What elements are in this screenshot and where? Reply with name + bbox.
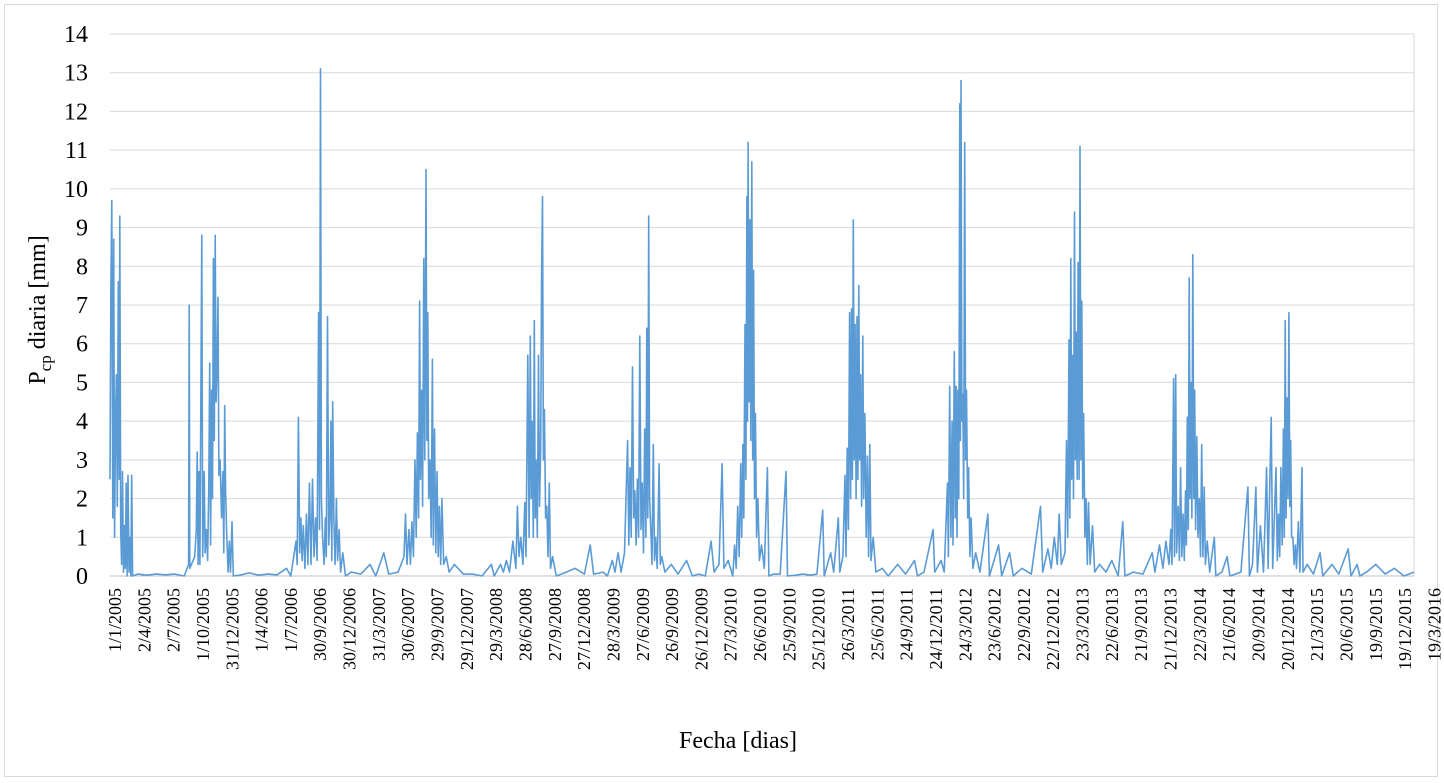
x-tick-label: 30/9/2006 [310,588,330,661]
y-tick-label: 0 [76,564,88,590]
x-tick-label: 22/6/2013 [1102,588,1122,661]
y-axis-title-main: P [25,371,51,384]
x-tick-label: 27/9/2008 [545,588,565,661]
x-tick-label: 21/9/2013 [1131,588,1151,661]
chart-frame [4,4,1438,777]
x-tick-label: 23/6/2012 [985,588,1005,661]
x-tick-label: 26/6/2010 [750,588,770,661]
x-tick-label: 21/12/2013 [1161,588,1181,670]
x-tick-label: 30/6/2007 [398,588,418,661]
x-tick-label: 31/3/2007 [369,588,389,661]
x-tick-label: 19/3/2016 [1424,588,1444,661]
y-tick-label: 9 [76,216,88,242]
x-tick-label: 27/6/2009 [633,588,653,661]
x-tick-label: 19/9/2015 [1366,588,1386,661]
y-tick-label: 5 [76,370,88,396]
x-tick-label: 28/6/2008 [515,588,535,661]
series-line-0 [109,68,1415,577]
series-layer [109,68,1415,577]
x-tick-label: 22/3/2014 [1190,588,1210,661]
x-tick-label: 20/9/2014 [1248,588,1268,661]
y-tick-label: 7 [76,293,88,319]
y-tick-label: 6 [76,332,88,358]
x-tick-label: 26/9/2009 [662,588,682,661]
x-tick-label: 21/6/2014 [1219,588,1239,661]
x-tick-label: 24/9/2011 [897,588,917,660]
x-tick-label: 26/3/2011 [838,588,858,660]
x-tick-label: 20/12/2014 [1278,588,1298,670]
x-tick-label: 20/6/2015 [1336,588,1356,661]
x-tick-label: 26/12/2009 [691,588,711,670]
x-tick-label: 31/12/2005 [222,588,242,670]
y-tick-label: 12 [64,99,88,125]
y-tick-label: 10 [64,177,88,203]
x-tick-label: 25/6/2011 [867,588,887,660]
y-tick-label: 2 [76,487,88,513]
x-axis-title: Fecha [dias] [679,728,797,754]
x-tick-label: 24/12/2011 [926,588,946,669]
y-tick-label: 13 [64,61,88,87]
x-tick-label: 23/3/2013 [1073,588,1093,661]
x-tick-label: 19/12/2015 [1395,588,1415,670]
x-tick-label: 25/12/2010 [809,588,829,670]
x-tick-label: 24/3/2012 [955,588,975,661]
y-tick-label: 4 [76,409,88,435]
y-axis-title-sub: cp [36,355,55,371]
x-tick-labels: 1/1/2005 2/4/2005 2/7/2005 1/10/2005 31/12/2… [105,588,1444,670]
grid-lines [110,33,1415,577]
x-tick-label: 29/3/2008 [486,588,506,661]
x-tick-label: 1/7/2006 [281,588,301,652]
y-axis-title: Pcp diaria [mm] [25,235,55,384]
x-tick-label: 27/3/2010 [721,588,741,661]
x-tick-label: 22/12/2012 [1043,588,1063,670]
x-tick-label: 29/9/2007 [428,588,448,661]
x-tick-label: 2/7/2005 [164,588,184,652]
y-tick-label: 8 [76,254,88,280]
x-tick-label: 1/10/2005 [193,588,213,661]
x-tick-label: 25/9/2010 [779,588,799,661]
x-tick-label: 21/3/2015 [1307,588,1327,661]
x-tick-label: 2/4/2005 [134,588,154,652]
x-tick-label: 28/3/2009 [603,588,623,661]
y-tick-label: 1 [76,525,88,551]
x-tick-label: 29/12/2007 [457,588,477,670]
y-tick-label: 11 [65,138,88,164]
x-tick-label: 27/12/2008 [574,588,594,670]
y-tick-label: 14 [64,22,88,48]
y-axis-title-rest: diaria [mm] [25,235,51,355]
x-tick-label: 30/12/2006 [340,588,360,670]
x-tick-label: 22/9/2012 [1014,588,1034,661]
x-tick-label: 1/4/2006 [252,588,272,652]
y-tick-label: 3 [76,448,88,474]
x-tick-label: 1/1/2005 [105,588,125,652]
